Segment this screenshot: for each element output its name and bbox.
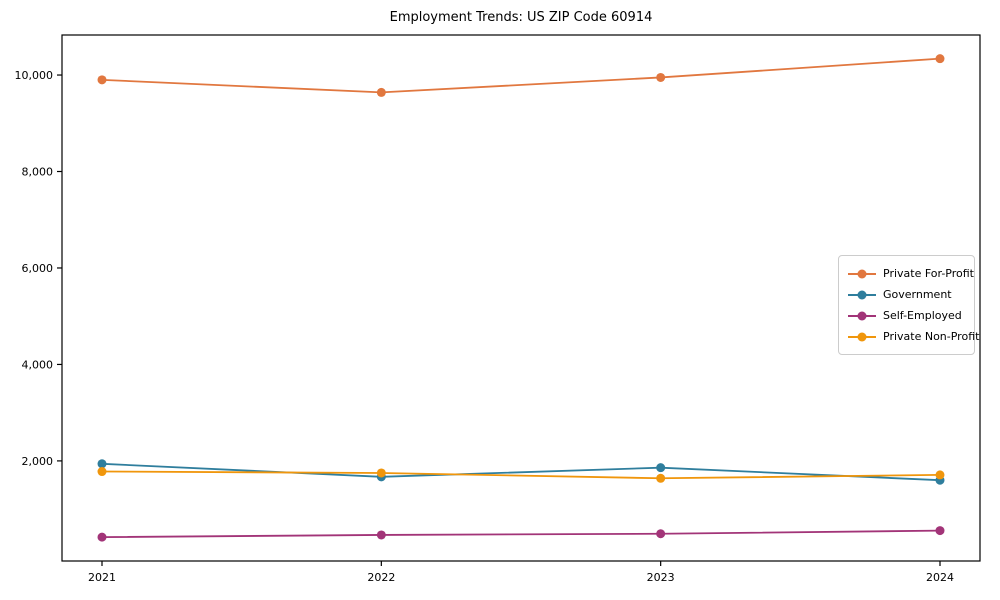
legend-line-dot-icon xyxy=(848,269,876,278)
data-point-private-for-profit-2022 xyxy=(376,87,386,97)
legend-label: Private Non-Profit xyxy=(883,330,980,343)
y-tick-label: 8,000 xyxy=(22,166,54,179)
data-point-private-non-profit-2021 xyxy=(97,467,107,477)
data-point-private-for-profit-2023 xyxy=(656,72,666,82)
data-point-government-2023 xyxy=(656,463,666,473)
x-tick-label: 2023 xyxy=(647,571,675,584)
series-line-government xyxy=(101,462,941,482)
series-line-self-employed xyxy=(101,529,941,539)
legend-item-private-non-profit: Private Non-Profit xyxy=(848,326,979,347)
legend-label: Government xyxy=(883,288,952,301)
data-point-self-employed-2024 xyxy=(935,526,945,536)
legend-item-government: Government xyxy=(848,284,965,305)
data-point-self-employed-2022 xyxy=(376,530,386,540)
data-point-private-for-profit-2021 xyxy=(97,75,107,85)
data-point-private-non-profit-2023 xyxy=(656,473,666,483)
data-point-self-employed-2021 xyxy=(97,532,107,542)
legend-line-dot-icon xyxy=(848,332,876,341)
y-tick-label: 4,000 xyxy=(22,358,54,371)
x-tick-label: 2021 xyxy=(88,571,116,584)
data-point-private-non-profit-2022 xyxy=(376,468,386,478)
x-tick-label: 2022 xyxy=(367,571,395,584)
y-tick-label: 10,000 xyxy=(15,69,54,82)
legend-label: Self-Employed xyxy=(883,309,962,322)
legend-dot-icon xyxy=(857,332,867,341)
legend-item-private-for-profit: Private For-Profit xyxy=(848,263,974,284)
series-line-private-for-profit xyxy=(101,57,941,94)
legend-dot-icon xyxy=(857,269,867,278)
legend-item-self-employed: Self-Employed xyxy=(848,305,965,326)
y-tick-label: 6,000 xyxy=(22,262,54,275)
data-point-private-non-profit-2024 xyxy=(935,470,945,480)
chart-title: Employment Trends: US ZIP Code 60914 xyxy=(389,10,653,25)
data-point-government-2021 xyxy=(97,459,107,469)
axes-frame xyxy=(61,34,981,562)
legend-line-dot-icon xyxy=(848,311,876,320)
data-point-self-employed-2023 xyxy=(656,529,666,539)
legend: Private For-Profit Government Self-Employe… xyxy=(838,255,979,355)
data-point-private-for-profit-2024 xyxy=(935,54,945,64)
legend-dot-icon xyxy=(857,311,867,320)
legend-line-dot-icon xyxy=(848,290,876,299)
series-line-private-non-profit xyxy=(101,470,941,480)
legend-dot-icon xyxy=(857,290,867,299)
y-tick-label: 2,000 xyxy=(22,455,54,468)
legend-label: Private For-Profit xyxy=(883,267,974,280)
x-tick-label: 2024 xyxy=(926,571,954,584)
